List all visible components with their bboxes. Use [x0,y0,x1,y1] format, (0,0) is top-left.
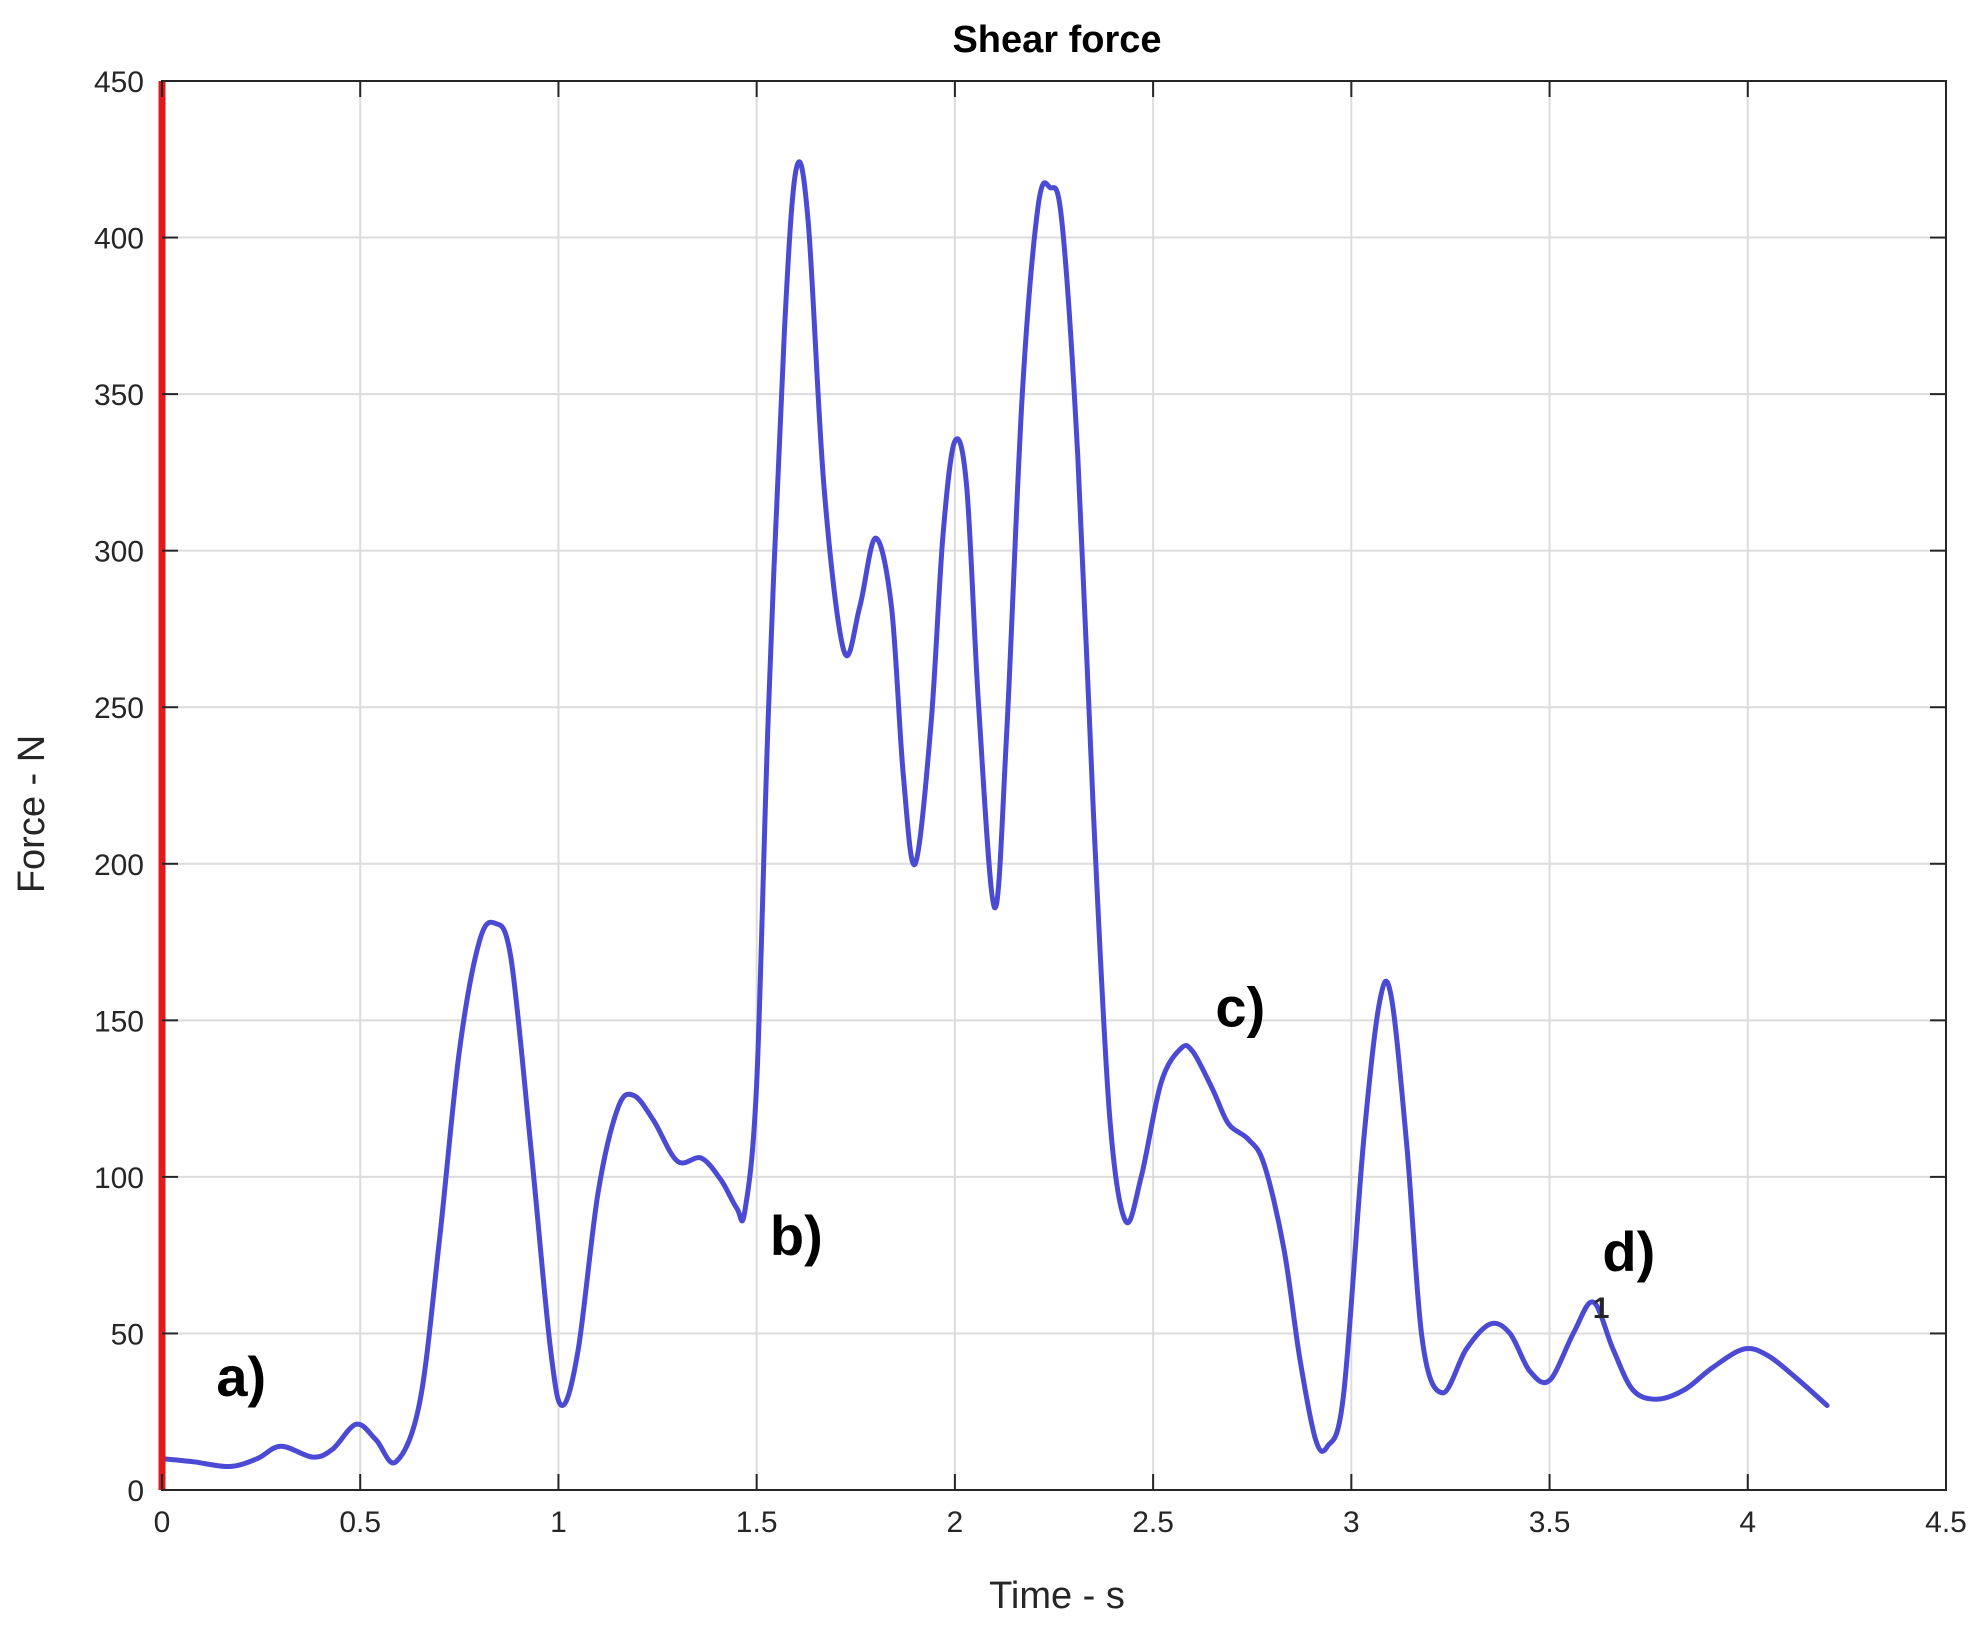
x-tick-label-9: 4.5 [1925,1506,1967,1539]
annotation-3: d) [1602,1220,1655,1283]
annotation-1: b) [770,1204,823,1267]
y-tick-label-7: 350 [94,379,144,412]
x-tick-label-7: 3.5 [1529,1506,1571,1539]
x-tick-label-0: 0 [154,1506,171,1539]
y-axis-label: Force - N [11,735,53,893]
x-tick-label-1: 0.5 [339,1506,381,1539]
y-tick-label-8: 400 [94,223,144,256]
y-tick-label-0: 0 [127,1475,144,1508]
x-axis-ticks: 0 0.5 1 1.5 2 2.5 3 3.5 4 4.5 [154,81,1967,1539]
x-tick-label-6: 3 [1343,1506,1360,1539]
annotation-0: a) [216,1345,266,1408]
x-tick-label-8: 4 [1739,1506,1756,1539]
plot-area: a) b) c) d) 1 [158,80,1947,1491]
y-tick-label-3: 150 [94,1005,144,1038]
series-layer [159,159,1830,1470]
x-tick-label-3: 1.5 [736,1506,778,1539]
y-tick-label-1: 50 [111,1318,144,1351]
x-tick-label-4: 2 [947,1506,964,1539]
y-axis-ticks: 0 50 100 150 200 250 300 350 400 450 [94,66,1946,1508]
x-axis-label: Time - s [989,1575,1125,1617]
series-line-0 [159,159,1830,1470]
chart-title: Shear force [952,19,1161,61]
y-tick-label-2: 100 [94,1162,144,1195]
y-tick-label-4: 200 [94,849,144,882]
annotation-layer: a) b) c) d) 1 [216,976,1655,1408]
plot-background [162,81,1946,1490]
x-tick-label-2: 1 [550,1506,567,1539]
y-tick-label-6: 300 [94,536,144,569]
y-tick-label-9: 450 [94,66,144,99]
x-tick-label-5: 2.5 [1132,1506,1174,1539]
y-tick-label-5: 250 [94,692,144,725]
annotation-2: c) [1215,976,1265,1039]
marker-label: 1 [1593,1292,1610,1325]
